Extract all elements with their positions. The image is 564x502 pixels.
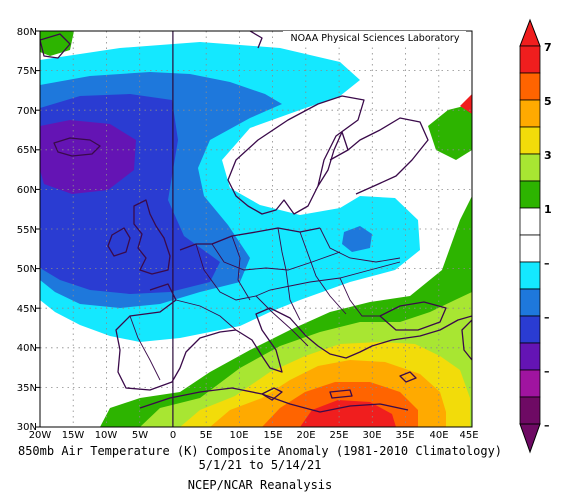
colorbar-label: – [544, 311, 550, 324]
colorbar-segment [519, 126, 541, 155]
lon-label: 10E [229, 430, 248, 441]
colorbar-segment [519, 261, 541, 290]
colorbar-top-triangle [519, 18, 541, 47]
lat-label: 35N [17, 383, 37, 394]
colorbar-segment [519, 45, 541, 74]
credit-banner: NOAA Physical Sciences Laboratory [291, 33, 460, 44]
colorbar: 7 5 3 1 – – – – [519, 18, 552, 454]
colorbar-label: 3 [544, 149, 552, 162]
lon-label: 15E [263, 430, 282, 441]
latitude-labels: 80N 75N 70N 65N 60N 55N 50N 45N 40N 35N … [17, 27, 37, 433]
caption-source: NCEP/NCAR Reanalysis [187, 478, 333, 492]
colorbar-segment [519, 369, 541, 398]
lon-label: 20E [296, 430, 315, 441]
colorbar-label: 1 [544, 203, 552, 216]
lon-label: 35E [395, 430, 414, 441]
lon-label: 5W [132, 430, 148, 441]
anomaly-region-purple [40, 120, 136, 194]
lat-label: 45N [17, 304, 37, 315]
anomaly-region-red [300, 400, 396, 427]
colorbar-segment [519, 288, 541, 317]
lat-label: 75N [17, 66, 37, 77]
graticule [40, 31, 472, 427]
anomaly-region-green-ne [428, 104, 472, 160]
coastlines [40, 31, 472, 413]
caption-date-range: 5/1/21 to 5/14/21 [198, 458, 322, 472]
latitude-ticks [36, 30, 40, 428]
lon-label: 20W [29, 430, 52, 441]
colorbar-segment [519, 396, 541, 425]
lon-label: 30E [362, 430, 381, 441]
colorbar-labels: 7 5 3 1 – – – – [544, 41, 552, 432]
colorbar-label: – [544, 365, 550, 378]
colorbar-label: 7 [544, 41, 552, 54]
colorbar-segment [519, 234, 541, 263]
lon-label: 15W [62, 430, 85, 441]
colorbar-segment [519, 207, 541, 236]
lon-label: 10W [95, 430, 118, 441]
colorbar-bottom-triangle [519, 423, 541, 454]
caption-title: 850mb Air Temperature (K) Composite Anom… [17, 444, 503, 458]
lat-label: 65N [17, 145, 37, 156]
colorbar-label: 5 [544, 95, 552, 108]
lat-label: 60N [17, 185, 37, 196]
colorbar-segment [519, 72, 541, 101]
colorbar-label: – [544, 419, 550, 432]
anomaly-region-small-blue [342, 226, 372, 252]
colorbar-label: – [544, 257, 550, 270]
lon-label: 0 [170, 430, 176, 441]
anomaly-region-top-red [460, 94, 472, 114]
colorbar-segment [519, 180, 541, 209]
map-panel [40, 31, 472, 427]
lat-label: 70N [17, 106, 37, 117]
lat-label: 55N [17, 225, 37, 236]
colorbar-segment [519, 153, 541, 182]
lat-label: 40N [17, 343, 37, 354]
lon-label: 5E [200, 430, 213, 441]
colorbar-segment [519, 342, 541, 371]
country-borders [129, 227, 401, 381]
lon-label: 25E [329, 430, 348, 441]
colorbar-segment [519, 315, 541, 344]
lon-label: 45E [459, 430, 478, 441]
lat-label: 50N [17, 264, 37, 275]
lon-label: 40E [429, 430, 448, 441]
lat-label: 80N [17, 27, 37, 38]
lat-label: 30N [17, 422, 37, 433]
longitude-labels: 20W 15W 10W 5W 0 5E 10E 15E 20E 25E 30E … [29, 430, 479, 441]
credit-banner-bg [283, 31, 466, 44]
colorbar-segment [519, 99, 541, 128]
